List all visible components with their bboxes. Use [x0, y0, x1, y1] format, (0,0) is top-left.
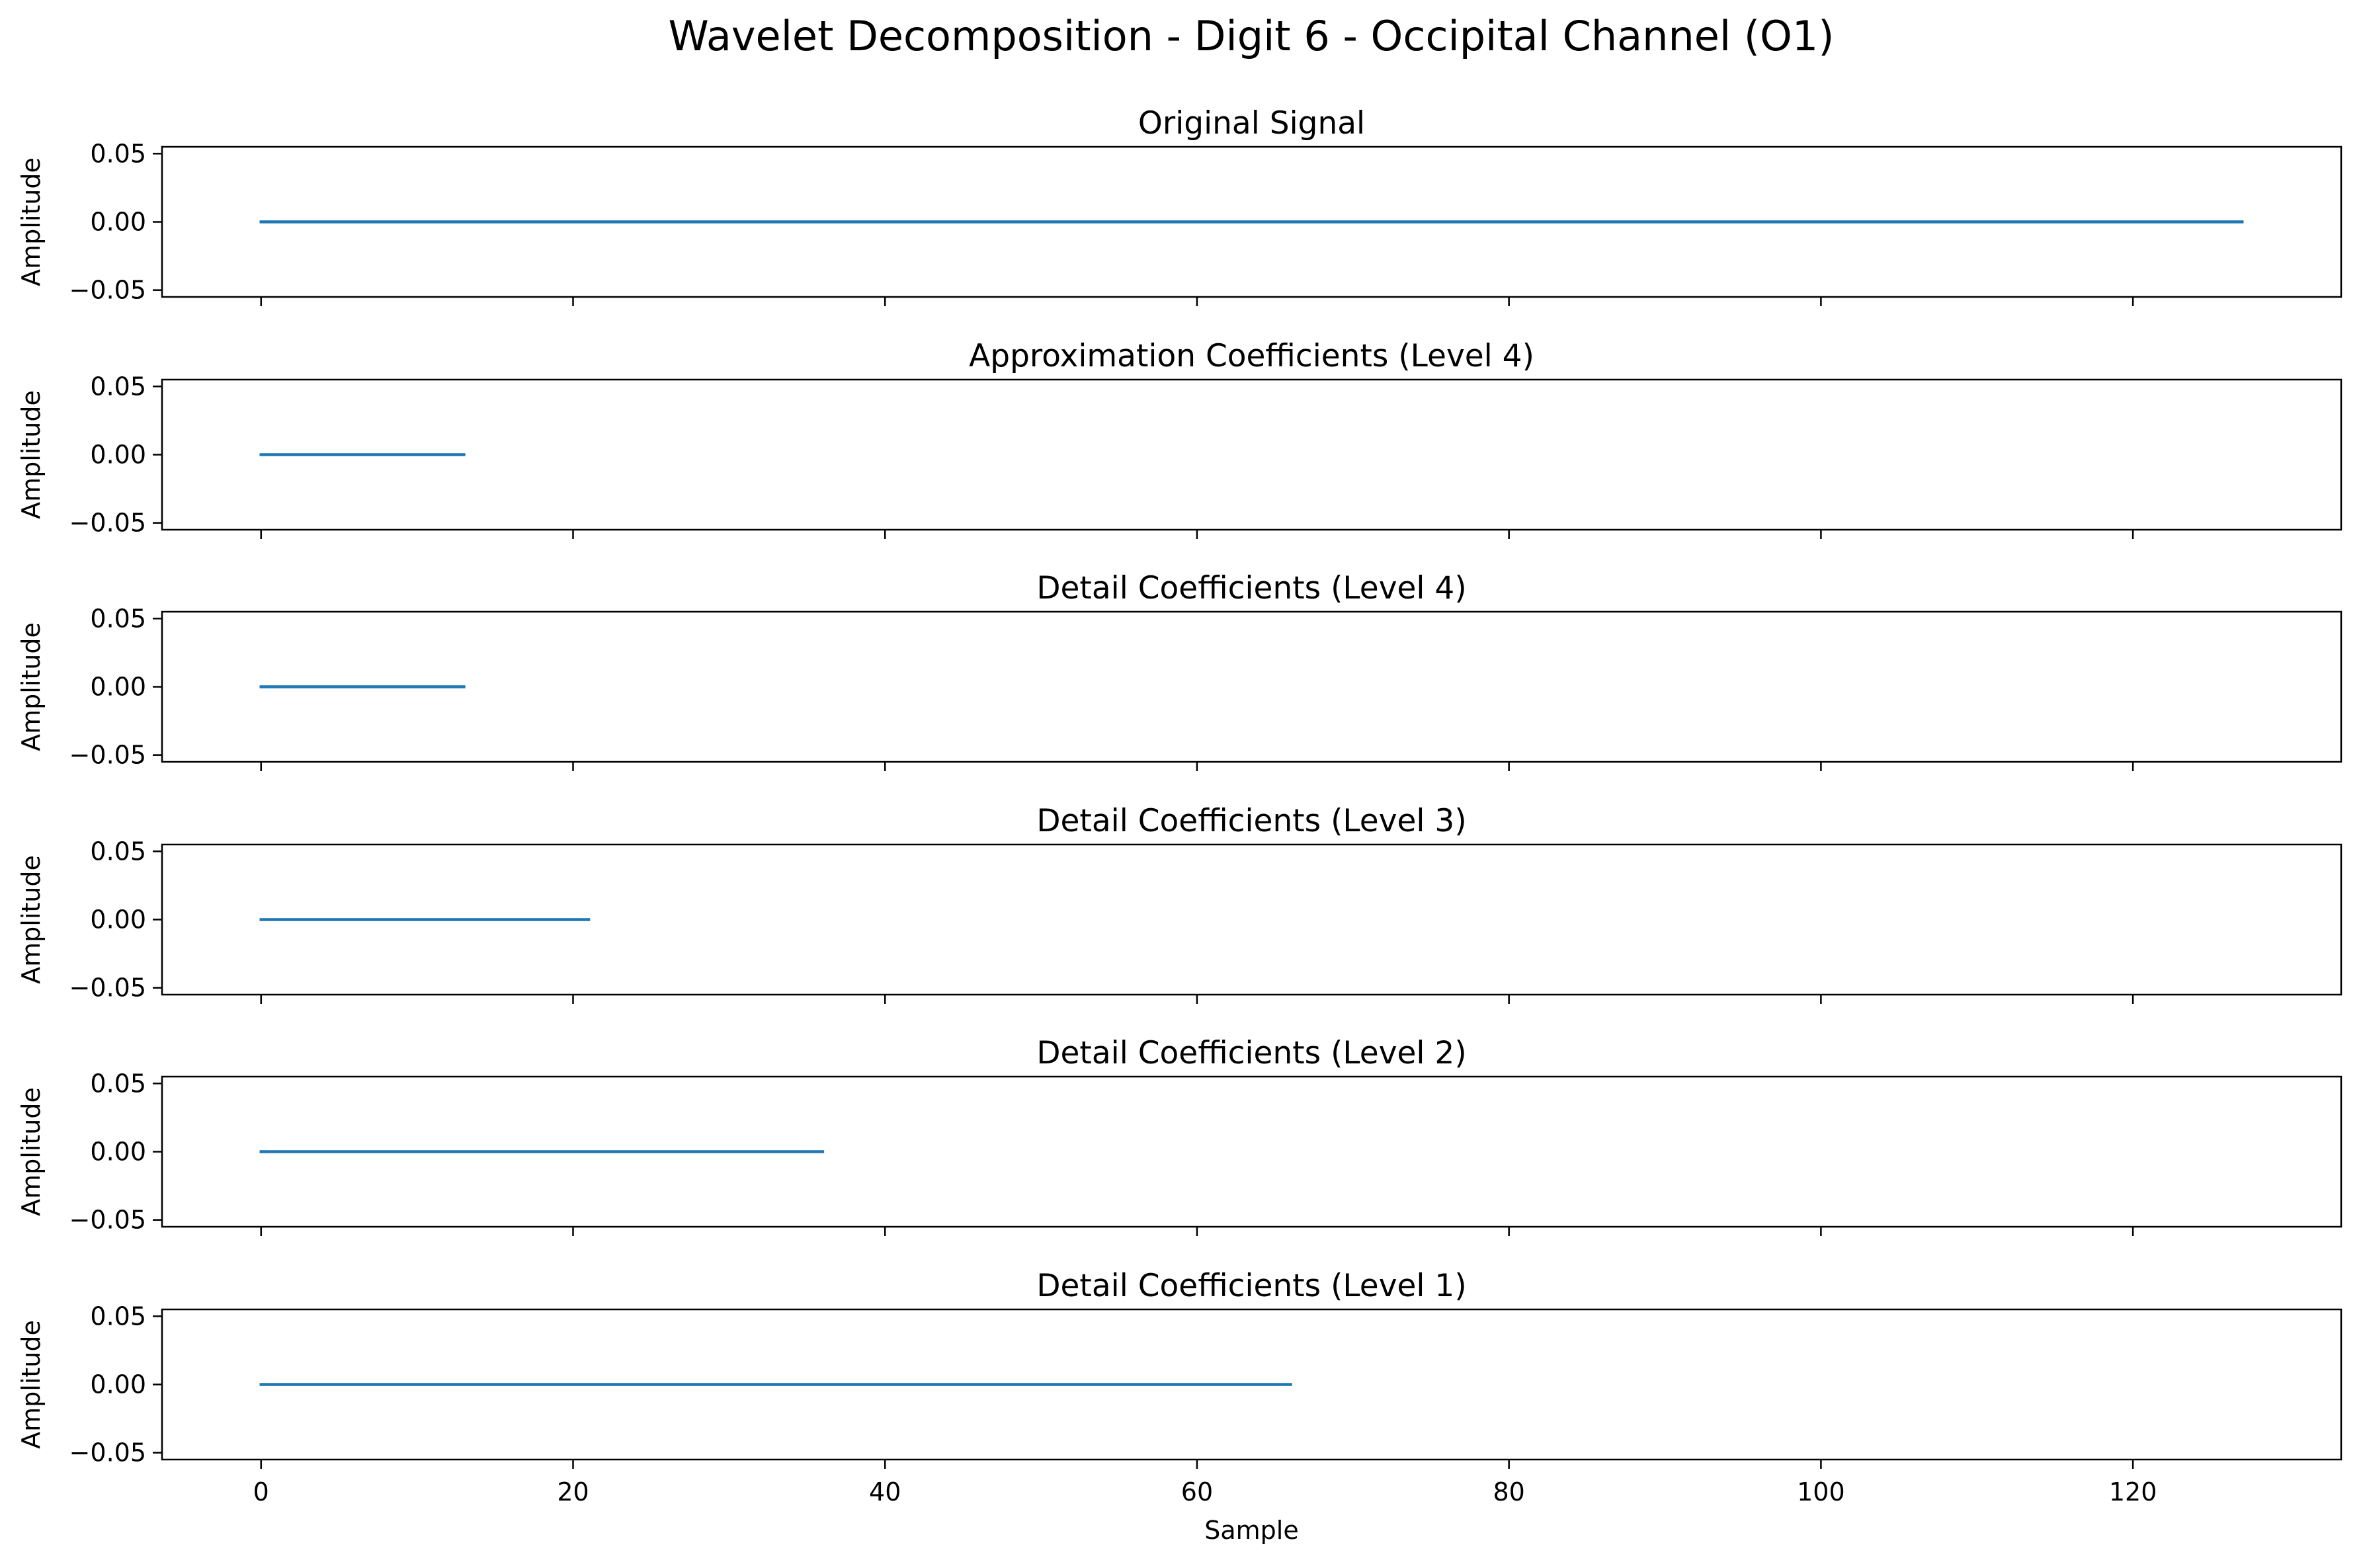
y-tick-label: 0.00: [90, 208, 146, 237]
axes-frame: [161, 1308, 2342, 1461]
x-axis-label: Sample: [1204, 1516, 1298, 1545]
y-tick-label: 0.05: [90, 1301, 146, 1331]
subplot-4: Detail Coefficients (Level 3) Amplitude 0.…: [17, 803, 2342, 1004]
y-tick-label: −0.05: [69, 276, 146, 305]
y-tick-label: 0.05: [90, 604, 146, 633]
y-axis-label: Amplitude: [17, 157, 46, 286]
subplot-title: Detail Coefficients (Level 4): [1036, 570, 1466, 606]
y-tick-label: −0.05: [69, 741, 146, 770]
subplot-2: Approximation Coefficients (Level 4) Ampl…: [17, 338, 2342, 539]
subplot-title: Detail Coefficients (Level 1): [1036, 1268, 1466, 1304]
y-tick-label: 0.05: [90, 372, 146, 401]
x-tick-label: 60: [1181, 1477, 1213, 1506]
subplot-panels: Original SignalAmplitude0.050.00−0.05App…: [17, 105, 2342, 1545]
y-tick-label: 0.05: [90, 1069, 146, 1098]
subplot-title: Detail Coefficients (Level 3): [1036, 803, 1466, 839]
axes-frame: [161, 145, 2342, 298]
y-tick-label: 0.00: [90, 440, 146, 470]
subplot-title: Detail Coefficients (Level 2): [1036, 1035, 1466, 1071]
y-tick-label: −0.05: [69, 973, 146, 1003]
y-tick-label: 0.00: [90, 1137, 146, 1167]
y-tick-label: 0.05: [90, 837, 146, 866]
y-axis-label: Amplitude: [17, 622, 46, 751]
y-tick-label: 0.00: [90, 673, 146, 702]
x-tick-label: 0: [253, 1477, 269, 1506]
x-tick-label: 100: [1797, 1477, 1845, 1506]
figure-title: Wavelet Decomposition - Digit 6 - Occipi…: [669, 12, 1835, 60]
axes-frame: [161, 843, 2342, 996]
y-tick-label: 0.05: [90, 139, 146, 168]
y-tick-label: 0.00: [90, 1370, 146, 1399]
subplot-1: Original Signal Amplitude 0.05 0.00 −0.05: [17, 105, 2342, 306]
y-axis-label: Amplitude: [17, 1320, 46, 1449]
y-axis-label: Amplitude: [17, 1087, 46, 1216]
x-tick-label: 80: [1493, 1477, 1524, 1506]
y-axis-label: Amplitude: [17, 390, 46, 519]
x-tick-label: 120: [2109, 1477, 2157, 1506]
subplot-5: Detail Coefficients (Level 2) Amplitude 0.…: [17, 1035, 2342, 1236]
subplot-title: Approximation Coefficients (Level 4): [969, 338, 1534, 374]
y-tick-label: 0.00: [90, 905, 146, 934]
y-axis-label: Amplitude: [17, 855, 46, 984]
subplot-6: Detail Coefficients (Level 1) Amplitude 0.…: [17, 1268, 2342, 1545]
x-tick-label: 40: [869, 1477, 901, 1506]
axes-frame: [161, 378, 2342, 531]
x-tick-label: 20: [557, 1477, 589, 1506]
y-tick-label: −0.05: [69, 1206, 146, 1235]
subplot-title: Original Signal: [1138, 105, 1365, 142]
y-tick-label: −0.05: [69, 509, 146, 538]
axes-frame: [161, 610, 2342, 763]
axes-frame: [161, 1075, 2342, 1228]
subplot-3: Detail Coefficients (Level 4) Amplitude 0.…: [17, 570, 2342, 771]
y-tick-label: −0.05: [69, 1438, 146, 1467]
